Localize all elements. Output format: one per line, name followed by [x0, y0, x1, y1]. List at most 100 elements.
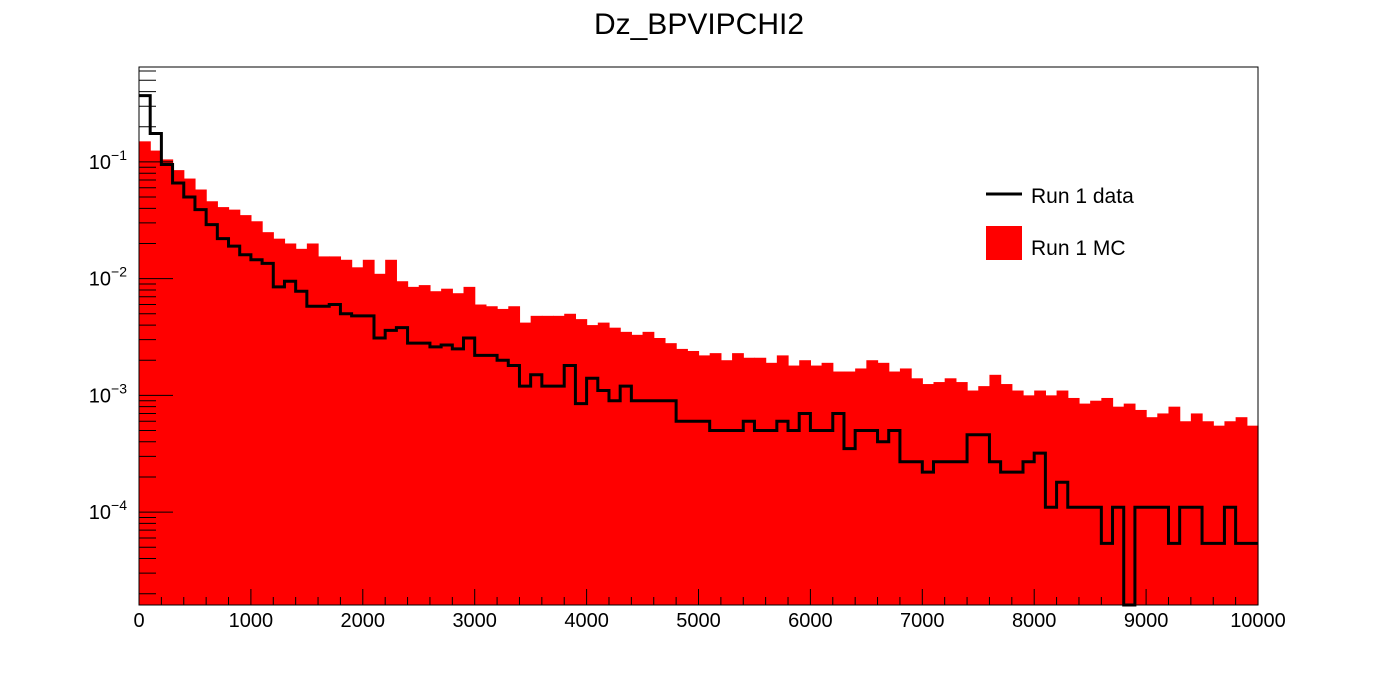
- mc-bar: [273, 238, 286, 605]
- x-tick-label: 4000: [564, 610, 609, 632]
- mc-bar: [933, 382, 946, 605]
- mc-bar: [1224, 421, 1237, 605]
- mc-bar: [508, 306, 521, 605]
- x-tick-label: 5000: [676, 610, 721, 632]
- data-histogram-line: [139, 94, 1258, 607]
- mc-bar: [877, 362, 890, 605]
- data-series-line: [139, 94, 1258, 607]
- mc-bar: [967, 390, 979, 605]
- mc-bar: [1101, 397, 1114, 605]
- mc-bar: [698, 355, 711, 605]
- mc-bar: [150, 150, 162, 605]
- mc-bar: [989, 374, 1002, 605]
- mc-bar: [799, 360, 811, 605]
- x-tick-label: 3000: [452, 610, 497, 632]
- legend-label-run1-mc: Run 1 MC: [1031, 237, 1126, 260]
- y-tick-label: 10−2: [89, 264, 127, 291]
- mc-bar: [732, 353, 744, 605]
- y-tick-label: 10−1: [89, 147, 127, 174]
- y-tick-label: 10−3: [89, 380, 127, 407]
- mc-bar: [262, 232, 274, 606]
- y-tick-label: 10−4: [89, 497, 127, 524]
- mc-bar: [955, 382, 968, 605]
- x-tick-label: 2000: [341, 610, 386, 632]
- mc-bar: [228, 209, 241, 605]
- mc-bar: [620, 331, 632, 605]
- mc-bar: [553, 315, 565, 605]
- legend-label-run1-data: Run 1 data: [1031, 185, 1134, 208]
- mc-bar: [978, 386, 991, 605]
- mc-bar: [1190, 413, 1203, 605]
- mc-bar: [1000, 384, 1013, 605]
- mc-bar: [765, 362, 778, 605]
- mc-bar: [1168, 406, 1181, 605]
- mc-bar: [911, 378, 923, 605]
- mc-bar: [284, 243, 297, 606]
- mc-bar: [485, 306, 498, 605]
- mc-bar: [474, 304, 487, 605]
- mc-bar: [720, 360, 733, 605]
- legend-swatch-run1-mc: [986, 226, 1022, 260]
- chart-title: Dz_BPVIPCHI2: [594, 8, 804, 41]
- mc-bar: [385, 259, 397, 605]
- mc-bar: [1078, 403, 1091, 605]
- mc-bar: [776, 355, 789, 605]
- mc-bar: [161, 159, 174, 606]
- mc-bar: [373, 273, 386, 605]
- mc-bar: [250, 221, 263, 605]
- mc-bar: [631, 334, 644, 605]
- mc-bar: [922, 384, 935, 605]
- mc-bar: [1067, 397, 1080, 605]
- mc-bar: [318, 256, 330, 605]
- mc-bar: [810, 365, 823, 605]
- mc-bar: [564, 313, 577, 605]
- mc-bar: [183, 178, 196, 606]
- mc-bar: [429, 291, 442, 605]
- mc-bar: [1011, 390, 1024, 605]
- mc-bar: [1157, 413, 1170, 605]
- mc-bar: [351, 267, 364, 605]
- x-tick-label: 9000: [1124, 610, 1169, 632]
- mc-bar: [743, 357, 756, 605]
- mc-bar: [217, 207, 230, 605]
- legend: Run 1 data Run 1 MC: [986, 185, 1134, 260]
- mc-bar: [1179, 421, 1192, 605]
- mc-bar: [821, 362, 834, 605]
- mc-bar: [463, 286, 476, 605]
- x-tick-label: 6000: [788, 610, 833, 632]
- mc-bar: [642, 331, 655, 605]
- mc-bar: [687, 350, 700, 605]
- mc-bar: [206, 201, 218, 605]
- mc-bar: [586, 325, 599, 605]
- mc-bar: [1246, 425, 1259, 605]
- mc-bar: [497, 308, 509, 605]
- mc-bar: [597, 322, 610, 605]
- x-tick-label: 1000: [229, 610, 274, 632]
- mc-bar: [888, 371, 901, 605]
- mc-bar: [855, 368, 867, 605]
- mc-bar: [832, 371, 845, 605]
- mc-bar: [1034, 390, 1046, 605]
- mc-bar: [1123, 403, 1136, 605]
- mc-bar: [139, 141, 151, 605]
- axes: 0 1000 2000 3000 4000 5000 6000 7000 8000 9000 100…: [89, 70, 1286, 632]
- mc-bar: [899, 368, 912, 605]
- mc-bar: [1056, 390, 1069, 605]
- mc-bar: [944, 378, 957, 605]
- mc-bar: [1023, 395, 1035, 605]
- mc-bar: [172, 170, 185, 605]
- mc-bar: [295, 248, 308, 605]
- x-tick-label: 0: [133, 610, 144, 632]
- mc-bar: [396, 281, 409, 605]
- mc-bar: [653, 338, 666, 605]
- x-tick-label: 10000: [1230, 610, 1286, 632]
- mc-bar: [866, 360, 879, 605]
- mc-bar: [519, 322, 532, 605]
- mc-bar: [709, 353, 722, 605]
- x-tick-label: 7000: [900, 610, 945, 632]
- mc-bar: [306, 243, 319, 606]
- x-tick-label: 8000: [1012, 610, 1057, 632]
- mc-bar: [676, 348, 688, 605]
- mc-bar: [788, 365, 800, 605]
